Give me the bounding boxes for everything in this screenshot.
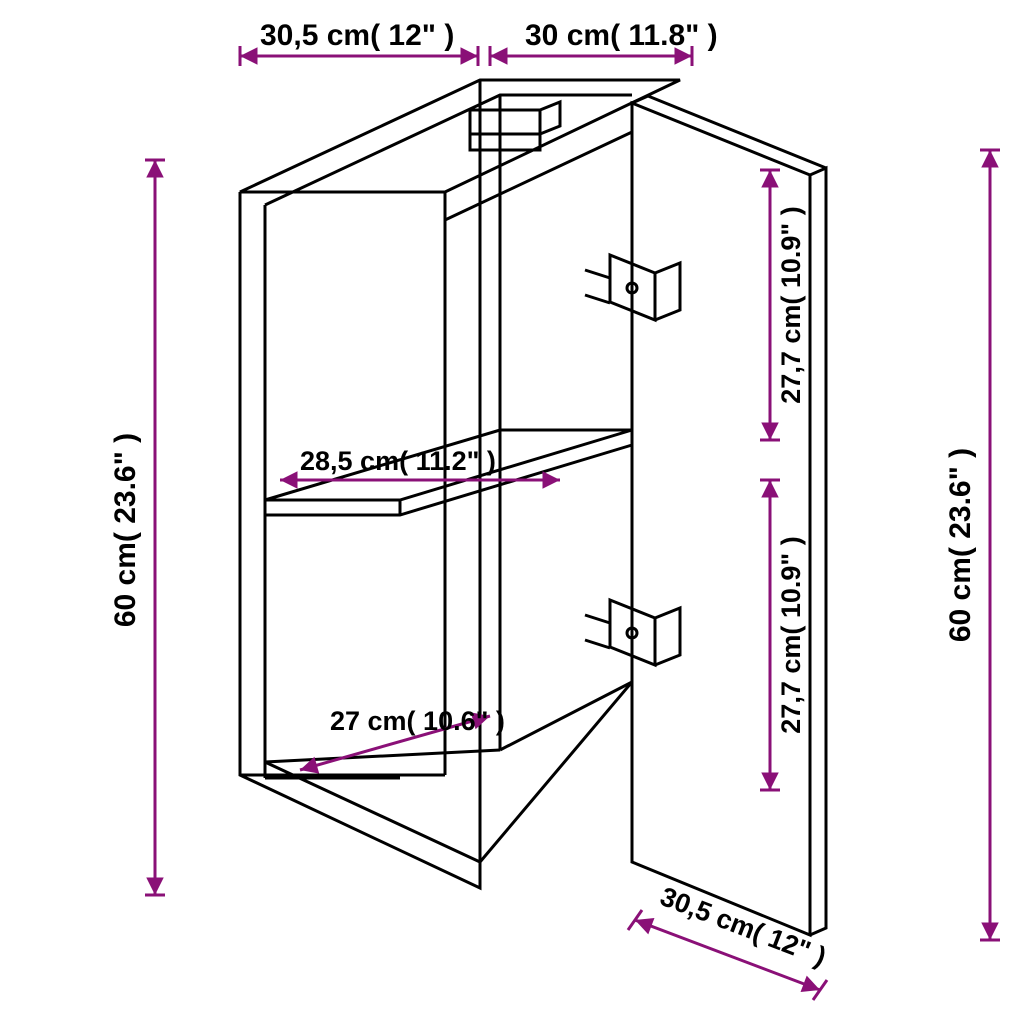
cabinet-drawing [240,80,826,935]
dimension-arrows [145,46,1000,1000]
label-upper-opening: 27,7 cm( 10.9" ) [776,206,806,403]
label-shelf-width: 28,5 cm( 11.2" ) [300,446,496,476]
label-door-width: 30,5 cm( 12" ) [656,881,830,972]
label-inner-depth: 27 cm( 10.6" ) [330,706,505,736]
label-top-depth: 30 cm( 11.8" ) [525,19,718,52]
label-right-height: 60 cm( 23.6" ) [944,448,977,642]
label-lower-opening: 27,7 cm( 10.9" ) [776,536,806,733]
cabinet-dimension-diagram: 30,5 cm( 12" ) 30 cm( 11.8" ) 60 cm( 23.… [0,0,1024,1024]
label-left-height: 60 cm( 23.6" ) [109,433,142,627]
label-top-width: 30,5 cm( 12" ) [260,19,454,52]
